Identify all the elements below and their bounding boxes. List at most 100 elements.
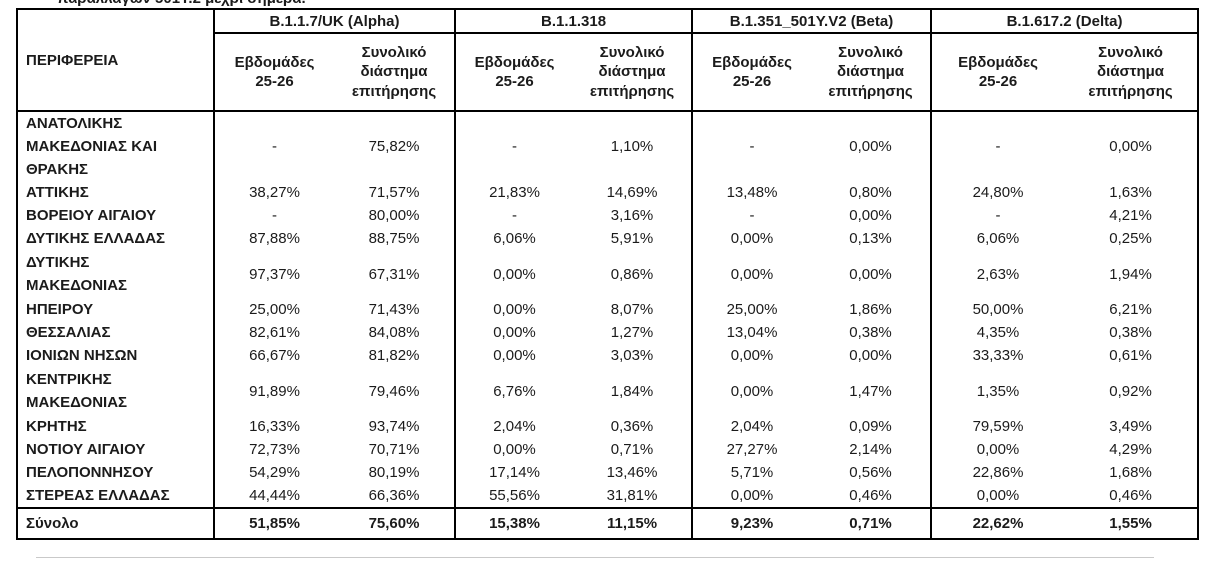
region-column-header: ΠΕΡΙΦΕΡΕΙΑ (17, 9, 215, 112)
value-cell: 75,82% (368, 138, 420, 155)
value-cell: 0,00% (691, 344, 812, 367)
value-cell: 5,71% (691, 461, 812, 484)
value-cell: 21,83% (454, 181, 573, 204)
value-cell: 38,27% (213, 181, 334, 204)
region-cell: ΗΠΕΙΡΟΥ (17, 298, 215, 321)
value-cell: 2,04% (454, 415, 573, 438)
table-row: ΔΥΤΙΚΗΣ ΜΑΚΕΔΟΝΙΑΣ 97,37% 67,31% 0,00% 0,86%… (17, 250, 1198, 298)
table-row: ΙΟΝΙΩΝ ΝΗΣΩΝ 66,67% 81,82% 0,00% 3,03% 0,00% 0… (17, 344, 1198, 367)
value-cell: 0,00% (849, 347, 892, 364)
value-cell: 6,06% (930, 227, 1065, 250)
value-cell: 67,31% (368, 265, 420, 283)
value-cell: 93,74% (368, 418, 420, 435)
value-cell: 0,86% (610, 265, 654, 283)
sub-header-row: Εβδομάδες 25-26 Συνολικό διάστημα επιτήρ… (17, 33, 1199, 112)
group-header-delta: B.1.617.2 (Delta) (930, 9, 1199, 34)
value-cell: - (454, 204, 573, 227)
value-cell: 1,84% (610, 382, 654, 400)
value-cell: 0,92% (1109, 382, 1152, 400)
region-cell: ΚΕΝΤΡΙΚΗΣ ΜΑΚΕΔΟΝΙΑΣ (17, 367, 215, 415)
region-cell: ΚΡΗΤΗΣ (17, 415, 215, 438)
value-cell: 3,03% (610, 347, 654, 364)
value-cell: - (930, 204, 1065, 227)
table-row: ΗΠΕΙΡΟΥ 25,00% 71,43% 0,00% 8,07% 25,00% 1,86%… (17, 298, 1198, 321)
value-cell: 17,14% (454, 461, 573, 484)
value-cell: 1,68% (1109, 464, 1152, 481)
value-cell: 15,38% (454, 507, 573, 539)
region-cell: ΙΟΝΙΩΝ ΝΗΣΩΝ (17, 344, 215, 367)
value-cell: 5,91% (610, 230, 654, 247)
value-cell: 0,38% (1109, 324, 1152, 341)
value-cell: 11,15% (573, 507, 693, 539)
value-cell: 25,00% (691, 298, 812, 321)
region-cell: ΒΟΡΕΙΟΥ ΑΙΓΑΙΟΥ (17, 204, 215, 227)
value-cell: 13,04% (691, 321, 812, 344)
value-cell: 0,61% (1109, 347, 1152, 364)
value-cell: 54,29% (213, 461, 334, 484)
value-cell: 33,33% (930, 344, 1065, 367)
value-cell: 31,81% (606, 487, 658, 504)
table-row: ΠΕΛΟΠΟΝΝΗΣΟΥ 54,29% 80,19% 17,14% 13,46% 5,71… (17, 461, 1198, 484)
table-row: ΒΟΡΕΙΟΥ ΑΙΓΑΙΟΥ -80,00% -3,16% -0,00% -4,21% (17, 204, 1198, 227)
value-cell: - (213, 204, 334, 227)
value-cell: 0,00% (691, 250, 812, 298)
region-cell: ΑΤΤΙΚΗΣ (17, 181, 215, 204)
value-cell: 0,00% (454, 438, 573, 461)
value-cell: 4,29% (1109, 441, 1152, 458)
subheader-total: Συνολικό διάστημα επιτήρησης (811, 33, 932, 112)
value-cell: 2,14% (849, 441, 892, 458)
group-header-b11318: B.1.1.318 (453, 9, 693, 34)
value-cell: 1,55% (1064, 507, 1199, 539)
value-cell: 79,46% (368, 382, 420, 400)
subheader-weeks: Εβδομάδες 25-26 (454, 33, 573, 112)
value-cell: 0,00% (454, 250, 573, 298)
table-row: ΚΡΗΤΗΣ 16,33% 93,74% 2,04% 0,36% 2,04% 0,09% 79… (17, 415, 1198, 438)
value-cell: 0,71% (811, 507, 932, 539)
value-cell: 70,71% (368, 441, 420, 458)
value-cell: 0,00% (454, 298, 573, 321)
value-cell: 84,08% (368, 324, 420, 341)
value-cell: 0,00% (849, 138, 892, 155)
table-row: ΚΕΝΤΡΙΚΗΣ ΜΑΚΕΔΟΝΙΑΣ 91,89% 79,46% 6,76% 1,8… (17, 367, 1198, 415)
value-cell: 4,35% (930, 321, 1065, 344)
value-cell: 72,73% (213, 438, 334, 461)
value-cell: 55,56% (454, 484, 573, 508)
table-row: ΑΝΑΤΟΛΙΚΗΣ ΜΑΚΕΔΟΝΙΑΣ ΚΑΙ ΘΡΑΚΗΣ -75,82% -… (17, 111, 1198, 181)
bottom-hairline (36, 557, 1154, 558)
value-cell: 8,07% (610, 301, 654, 318)
value-cell: 0,46% (1109, 487, 1152, 504)
value-cell: 14,69% (606, 184, 658, 201)
value-cell: 1,94% (1109, 265, 1152, 283)
region-cell: ΣΤΕΡΕΑΣ ΕΛΛΑΔΑΣ (17, 484, 215, 508)
value-cell: 0,00% (691, 227, 812, 250)
value-cell: 1,10% (610, 138, 654, 155)
subheader-weeks: Εβδομάδες 25-26 (691, 33, 812, 112)
value-cell: 0,00% (691, 367, 812, 415)
value-cell: 0,00% (454, 344, 573, 367)
region-cell: ΔΥΤΙΚΗΣ ΜΑΚΕΔΟΝΙΑΣ (17, 250, 215, 298)
table-row: ΑΤΤΙΚΗΣ 38,27% 71,57% 21,83% 14,69% 13,48% 0,8… (17, 181, 1198, 204)
value-cell: 4,21% (1109, 207, 1152, 224)
value-cell: 0,38% (849, 324, 892, 341)
clipped-caption: παραλλαγών 501Y.2 μέχρι σήμερα. (57, 0, 477, 8)
subheader-weeks: Εβδομάδες 25-26 (930, 33, 1065, 112)
value-cell: 66,36% (368, 487, 420, 504)
value-cell: 0,56% (849, 464, 892, 481)
table-body: ΑΝΑΤΟΛΙΚΗΣ ΜΑΚΕΔΟΝΙΑΣ ΚΑΙ ΘΡΑΚΗΣ -75,82% -… (17, 111, 1199, 539)
value-cell: 6,21% (1109, 301, 1152, 318)
value-cell: 0,80% (849, 184, 892, 201)
value-cell: 0,00% (930, 484, 1065, 508)
value-cell: - (691, 111, 812, 181)
value-cell: 0,46% (849, 487, 892, 504)
value-cell: 82,61% (213, 321, 334, 344)
value-cell: 2,04% (691, 415, 812, 438)
value-cell: 9,23% (691, 507, 812, 539)
table-row: ΔΥΤΙΚΗΣ ΕΛΛΑΔΑΣ 87,88% 88,75% 6,06% 5,91% 0,0… (17, 227, 1198, 250)
region-cell: Σύνολο (17, 507, 215, 539)
value-cell: 16,33% (213, 415, 334, 438)
value-cell: 13,46% (606, 464, 658, 481)
region-cell: ΘΕΣΣΑΛΙΑΣ (17, 321, 215, 344)
value-cell: 88,75% (368, 230, 420, 247)
value-cell: 66,67% (213, 344, 334, 367)
value-cell: 25,00% (213, 298, 334, 321)
